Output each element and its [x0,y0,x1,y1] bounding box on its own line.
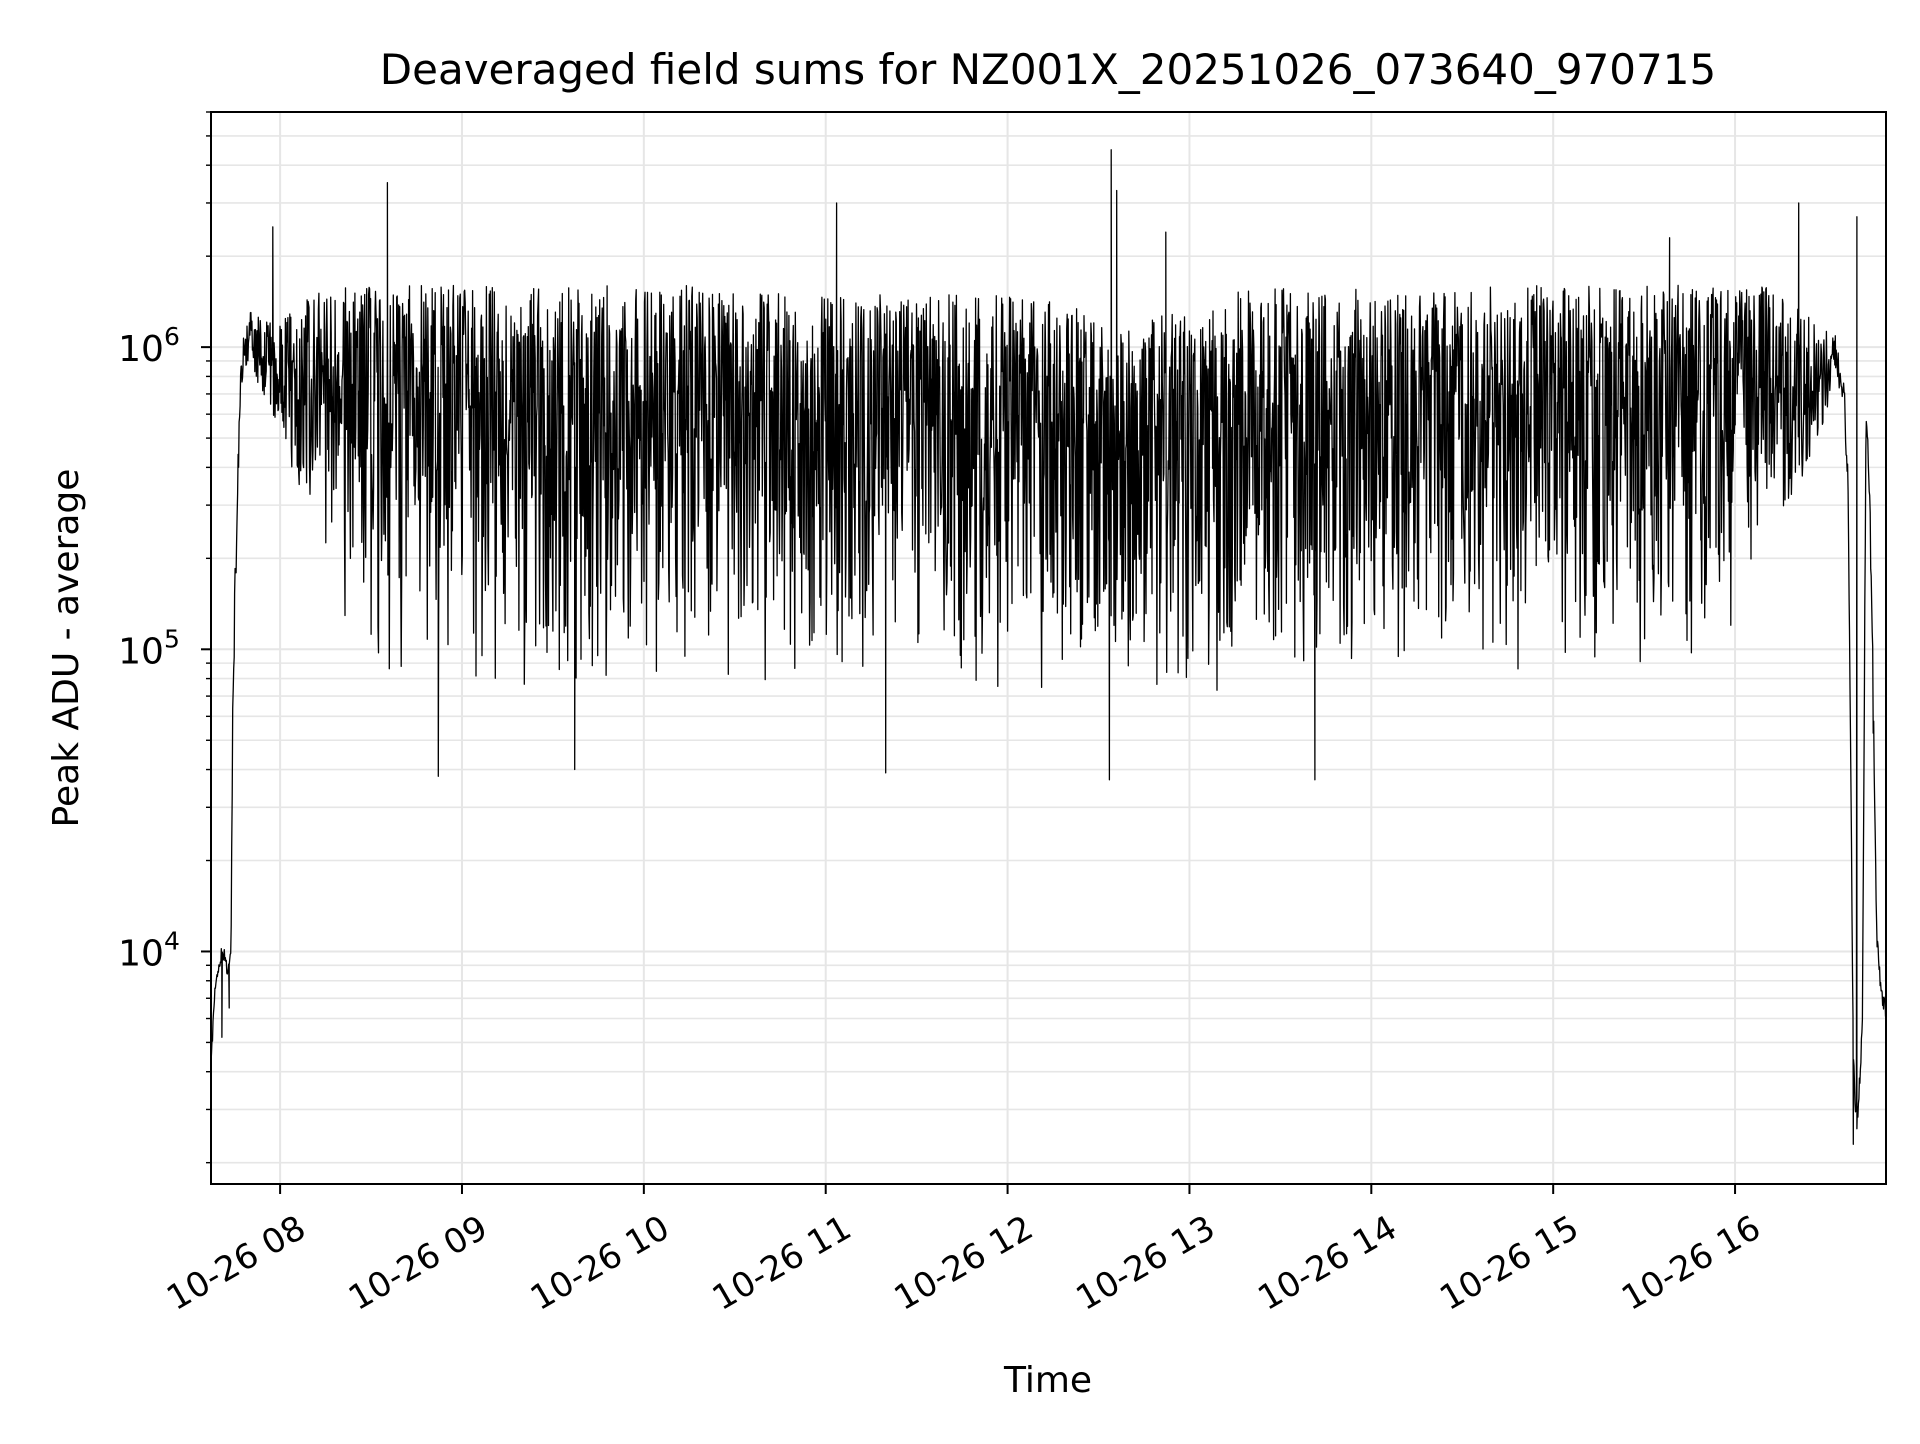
y-axis-label: Peak ADU - average [46,469,87,828]
y-tick-exponent: 4 [164,926,180,955]
y-tick-label: 106 [118,322,180,370]
y-tick-label: 105 [118,624,180,672]
chart-title: Deaveraged field sums for NZ001X_2025102… [380,45,1716,94]
data-layer [210,149,1887,1145]
series-line-deaveraged-field-sum [210,149,1887,1145]
y-tick-base: 10 [118,933,164,974]
x-axis-label: Time [1003,1360,1092,1401]
y-tick-base: 10 [118,329,164,370]
y-tick-exponent: 6 [164,322,180,351]
plot-frame [210,111,1887,1185]
y-tick-base: 10 [118,631,164,672]
y-tick-label: 104 [118,926,180,974]
y-tick-exponent: 5 [164,624,180,653]
